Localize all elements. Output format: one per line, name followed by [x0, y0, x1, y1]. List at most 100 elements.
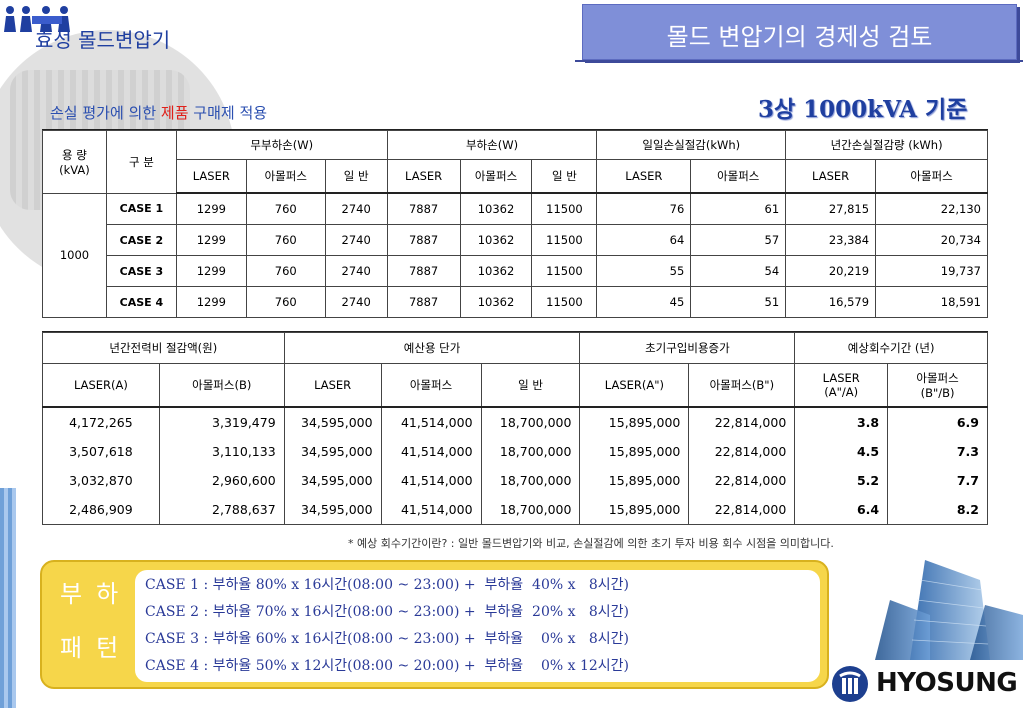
table-cell: 1299	[175, 286, 247, 318]
sub-header: 아몰퍼스(B)	[158, 363, 285, 408]
table-row: CASE 2 1299 760 2740 7887 10362 11500 64…	[43, 224, 988, 256]
group-header: 년간손실절감량 (kWh)	[785, 130, 988, 160]
subtitle-left-highlight: 제품	[160, 104, 189, 122]
subtitle-left-text-end: 구매제 적용	[188, 104, 268, 122]
table-cell: 19,737	[875, 255, 988, 287]
table-cell: 61	[690, 192, 787, 225]
slide-title: 몰드 변압기의 경제성 검토	[666, 23, 933, 51]
table-cell: 7887	[386, 192, 461, 225]
sub-header: LASER	[785, 159, 877, 194]
table-cell: 15,895,000	[579, 407, 690, 437]
payback-value: 7.3	[887, 437, 988, 466]
sub-header: 일 반	[531, 159, 598, 194]
table-cell: 54	[690, 255, 787, 287]
sub-header: 아몰퍼스	[459, 159, 533, 194]
sub-header: LASER	[596, 159, 692, 194]
table-cell: 51	[690, 286, 787, 318]
group-header: 년간전력비 절감액(원)	[42, 332, 285, 364]
table-cell: 7887	[386, 224, 461, 256]
table-cell: 2,788,637	[158, 495, 285, 525]
footnote: * 예상 회수기간이란? : 일반 몰드변압기와 비교, 손실절감에 의한 초기…	[348, 537, 834, 550]
table-row: 3,507,618 3,110,133 34,595,000 41,514,00…	[42, 437, 988, 466]
table-cell: 3,319,479	[158, 407, 285, 437]
payback-value: 5.2	[794, 466, 889, 495]
loss-table: 용 량 (kVA) 구 분 무부하손(W) 부하손(W) 일일손실절감(kWh) …	[42, 130, 988, 318]
table-cell: 20,219	[785, 255, 877, 287]
subtitle-right: 3상 1000kVA 기준	[758, 96, 968, 123]
table-cell: 22,814,000	[688, 407, 796, 437]
table-cell: 3,032,870	[42, 466, 160, 495]
table-cell: 18,700,000	[480, 407, 581, 437]
payback-value: 7.7	[887, 466, 988, 495]
table-cell: 760	[245, 192, 326, 225]
table-cell: 15,895,000	[579, 466, 690, 495]
table-cell: 76	[596, 192, 692, 225]
case-label: CASE 2	[105, 224, 177, 256]
sub-header: LASER(A)	[42, 363, 160, 408]
table-row: CASE 3 1299 760 2740 7887 10362 11500 55…	[43, 255, 988, 287]
table-cell: 7887	[386, 255, 461, 287]
company-title: 효성 몰드변압기	[35, 28, 171, 52]
load-pattern-label-2: 패턴	[60, 634, 133, 662]
group-header: 초기구입비용증가	[579, 332, 796, 364]
capacity-header: 용 량 (kVA)	[42, 130, 107, 194]
table-cell: 4,172,265	[42, 407, 160, 437]
table-cell: 34,595,000	[283, 407, 382, 437]
case-label: CASE 4	[105, 286, 177, 318]
table-cell: 41,514,000	[380, 407, 482, 437]
load-pattern-box: 부하 패턴 CASE 1 : 부하율 80% x 16시간(08:00 ~ 23…	[40, 560, 829, 689]
table-cell: 34,595,000	[283, 437, 382, 466]
payback-value: 8.2	[887, 495, 988, 525]
table-cell: 11500	[531, 286, 598, 318]
table-row: 4,172,265 3,319,479 34,595,000 41,514,00…	[42, 407, 988, 437]
sub-header: 일 반	[324, 159, 388, 194]
load-case-line: CASE 2 : 부하율 70% x 16시간(08:00 ~ 23:00) +…	[145, 604, 629, 620]
payback-value: 4.5	[794, 437, 889, 466]
sub-header: LASER	[386, 159, 461, 194]
table-cell: 10362	[459, 224, 533, 256]
table-cell: 760	[245, 224, 326, 256]
table-row: 1000 CASE 1 1299 760 2740 7887 10362 115…	[42, 192, 988, 318]
table-cell: 15,895,000	[579, 437, 690, 466]
slide-title-box: 몰드 변압기의 경제성 검토	[582, 4, 1017, 60]
load-case-line: CASE 4 : 부하율 50% x 12시간(08:00 ~ 20:00) +…	[145, 658, 629, 674]
table-cell: 760	[245, 286, 326, 318]
table-cell: 10362	[459, 192, 533, 225]
group-header: 부하손(W)	[386, 130, 598, 160]
hyosung-emblem-icon	[832, 666, 868, 702]
table-cell: 27,815	[785, 192, 877, 225]
table-cell: 1299	[175, 192, 247, 225]
sub-header: 일 반	[480, 363, 581, 408]
table-cell: 57	[690, 224, 787, 256]
table-cell: 3,110,133	[158, 437, 285, 466]
table-row: 2,486,909 2,788,637 34,595,000 41,514,00…	[42, 495, 988, 525]
table-cell: 55	[596, 255, 692, 287]
sub-header: 아몰퍼스(B")	[688, 363, 796, 408]
payback-value: 6.4	[794, 495, 889, 525]
table-cell: 10362	[459, 255, 533, 287]
sub-header: LASER	[175, 159, 247, 194]
table-cell: 45	[596, 286, 692, 318]
capacity-value: 1000	[42, 192, 107, 318]
title-underline	[575, 60, 1023, 62]
sub-header: 아몰퍼스 (B"/B)	[887, 363, 988, 408]
group-header: 무부하손(W)	[175, 130, 388, 160]
table-cell: 3,507,618	[42, 437, 160, 466]
table-cell: 2740	[324, 192, 388, 225]
sub-header: LASER	[283, 363, 382, 408]
case-label: CASE 1	[105, 192, 177, 225]
table-cell: 22,814,000	[688, 466, 796, 495]
sub-header: LASER (A"/A)	[794, 363, 889, 408]
table-cell: 11500	[531, 192, 598, 225]
table-cell: 18,700,000	[480, 495, 581, 525]
table-cell: 18,591	[875, 286, 988, 318]
table-row: 3,032,870 2,960,600 34,595,000 41,514,00…	[42, 466, 988, 495]
table-cell: 18,700,000	[480, 437, 581, 466]
table-cell: 2,960,600	[158, 466, 285, 495]
cost-table: 년간전력비 절감액(원) 예산용 단가 초기구입비용증가 예상회수기간 (년) …	[42, 332, 988, 525]
table-cell: 18,700,000	[480, 466, 581, 495]
load-case-line: CASE 3 : 부하율 60% x 16시간(08:00 ~ 23:00) +…	[145, 631, 629, 647]
left-decorative-bar	[0, 488, 16, 708]
table-cell: 11500	[531, 224, 598, 256]
people-logo-icon	[4, 6, 70, 32]
